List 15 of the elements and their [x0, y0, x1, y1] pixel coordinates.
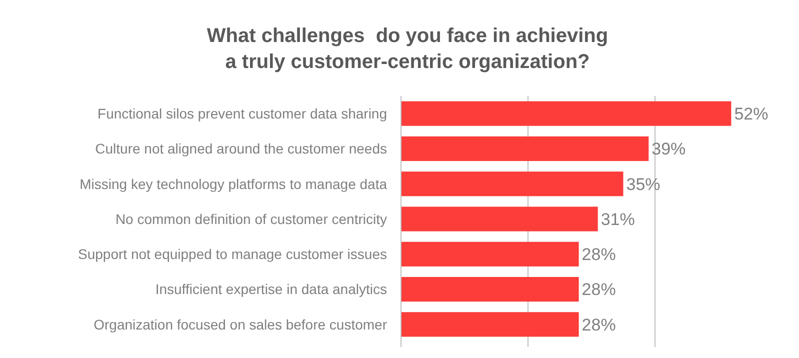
y-tick-label: Functional silos prevent customer data sharing	[98, 105, 387, 122]
data-label: 28%	[582, 245, 616, 264]
data-label: 28%	[582, 315, 616, 334]
y-tick-label: Culture not aligned around the customer needs	[95, 140, 387, 157]
y-tick-label: Support not equipped to manage customer issues	[78, 246, 387, 262]
chart-title: What challenges do you face in achieving a truly customer-centric organization?	[206, 25, 608, 73]
data-label: 28%	[582, 280, 616, 300]
data-label: 39%	[652, 140, 686, 159]
data-label: 31%	[600, 210, 635, 229]
data-label: 52%	[734, 104, 768, 124]
y-tick-label: Organization focused on sales before customer	[94, 316, 388, 332]
data-label: 35%	[626, 174, 660, 194]
y-tick-label: Insufficient expertise in data analytics	[155, 281, 387, 298]
y-tick-label: No common definition of customer centricity	[115, 210, 387, 227]
y-tick-label: Missing key technology platforms to manage data	[80, 176, 388, 192]
